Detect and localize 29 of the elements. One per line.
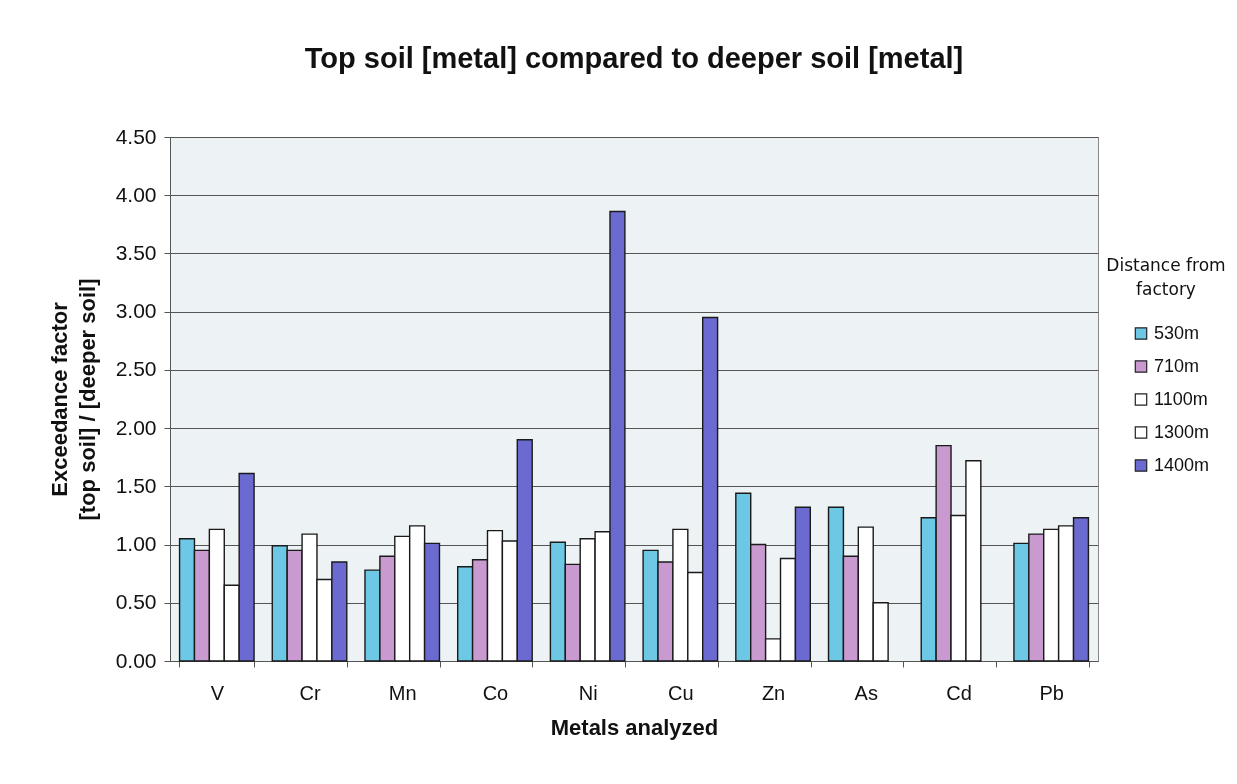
y-tick-label: 3.00	[115, 299, 157, 323]
legend-label: 1100m	[1154, 388, 1208, 409]
x-tick-label: Cr	[299, 681, 321, 704]
y-tick-label: 3.50	[115, 240, 157, 264]
y-axis-title: Exceedance factor [top soil] / [deeper soil]	[46, 278, 100, 521]
x-tick-label: Cu	[668, 681, 694, 704]
y-tick-label: 0.50	[115, 590, 157, 614]
x-tick-label: Zn	[761, 681, 786, 704]
y-tick-label: 2.50	[115, 357, 157, 381]
y-tick-label: 2.00	[115, 415, 157, 439]
y-tick-label: 0.00	[115, 648, 157, 672]
x-tick-label: Pb	[1039, 681, 1064, 704]
x-axis-title: Metals analyzed	[550, 714, 719, 740]
legend-label: 1400m	[1154, 454, 1210, 475]
legend-label: 1300m	[1154, 421, 1210, 442]
chart-title: Top soil [metal] compared to deeper soil [metal]	[304, 42, 964, 74]
y-tick-label: 1.00	[115, 532, 157, 556]
x-tick-label: As	[854, 681, 878, 704]
y-tick-label: 1.50	[115, 473, 157, 497]
legend-label: 710m	[1154, 355, 1200, 376]
x-tick-label: Ni	[578, 681, 598, 704]
y-tick-label: 4.50	[115, 124, 157, 148]
y-tick-label: 4.00	[115, 182, 157, 206]
legend-label: 530m	[1154, 322, 1200, 343]
x-tick-label: Cd	[946, 681, 972, 704]
x-tick-label: V	[210, 681, 225, 704]
legend-title: Distance from factory	[1106, 254, 1226, 299]
x-tick-label: Co	[482, 681, 509, 704]
x-tick-label: Mn	[388, 681, 417, 704]
